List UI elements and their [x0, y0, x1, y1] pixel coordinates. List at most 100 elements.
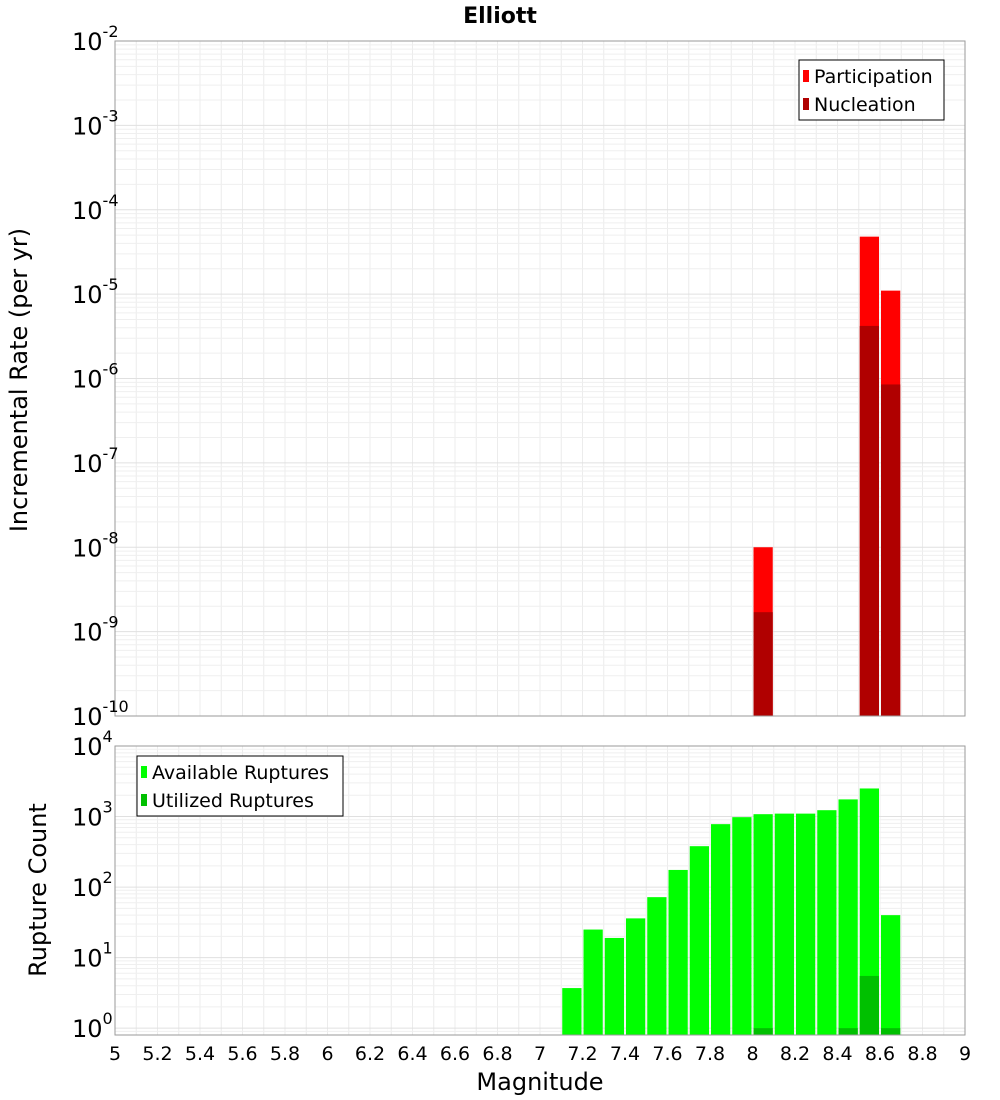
- bar-utilized-ruptures: [838, 1028, 858, 1035]
- bar-available-ruptures: [647, 897, 667, 1035]
- bottom-series-1: [753, 975, 901, 1035]
- x-tick-label: 8.2: [780, 1043, 810, 1065]
- x-tick-label: 7.4: [610, 1043, 640, 1065]
- y-tick-label: 103: [72, 798, 113, 832]
- legend-swatch: [803, 98, 809, 110]
- y-tick-exponent: -6: [103, 360, 119, 379]
- y-tick-label: 10-7: [72, 444, 119, 478]
- y-tick-label: 10-3: [72, 106, 119, 140]
- bottom-plot-frame: [114, 745, 966, 1036]
- x-tick-label: 9: [959, 1043, 971, 1065]
- bar-available-ruptures: [668, 869, 688, 1035]
- y-tick-exponent: -7: [103, 444, 119, 463]
- y-tick-base: 10: [72, 1015, 103, 1043]
- y-tick-exponent: 1: [103, 939, 113, 958]
- bar-available-ruptures: [711, 824, 731, 1035]
- y-tick-label: 102: [72, 868, 113, 902]
- legend-swatch: [803, 70, 809, 82]
- x-tick-label: 8: [746, 1043, 758, 1065]
- y-tick-base: 10: [72, 703, 103, 731]
- x-ticks: 5 5.2 5.4 5.6 5.8 6 6.2 6.4 6.6 6.8 7 7.2 7.4 7.6 7.8 8…: [109, 1043, 971, 1065]
- x-tick-label: 6.4: [397, 1043, 427, 1065]
- x-tick-label: 5.2: [142, 1043, 172, 1065]
- top-panel: 10-1010-910-810-710-610-510-410-310-2Par…: [72, 22, 966, 731]
- x-tick-label: 6.6: [440, 1043, 470, 1065]
- x-tick-label: 8.6: [865, 1043, 895, 1065]
- x-tick-label: 8.8: [907, 1043, 937, 1065]
- x-tick-label: 5.4: [185, 1043, 215, 1065]
- top-series-1: [753, 325, 901, 716]
- bar-available-ruptures: [562, 988, 582, 1035]
- y-tick-base: 10: [72, 366, 103, 394]
- x-tick-label: 8.4: [822, 1043, 852, 1065]
- x-tick-label: 7.6: [652, 1043, 682, 1065]
- bottom-y-axis-label: Rupture Count: [24, 803, 52, 977]
- y-tick-base: 10: [72, 945, 103, 973]
- bar-available-ruptures: [753, 814, 773, 1035]
- y-tick-exponent: -8: [103, 528, 119, 547]
- y-tick-base: 10: [72, 733, 103, 761]
- y-tick-exponent: 0: [103, 1009, 113, 1028]
- y-tick-exponent: -9: [103, 613, 119, 632]
- x-tick-label: 6.2: [355, 1043, 385, 1065]
- chart-title: Elliott: [463, 4, 537, 29]
- y-tick-base: 10: [72, 197, 103, 225]
- legend-label: Utilized Ruptures: [152, 790, 314, 812]
- x-tick-label: 7.2: [567, 1043, 597, 1065]
- x-tick-label: 5.8: [270, 1043, 300, 1065]
- x-axis-label: Magnitude: [476, 1068, 603, 1096]
- y-tick-exponent: 4: [103, 727, 113, 746]
- y-tick-label: 10-8: [72, 528, 119, 562]
- bar-available-ruptures: [583, 929, 603, 1035]
- y-tick-base: 10: [72, 112, 103, 140]
- x-tick-label: 6.8: [482, 1043, 512, 1065]
- bar-available-ruptures: [689, 846, 709, 1035]
- y-tick-exponent: -3: [103, 106, 119, 125]
- bar-utilized-ruptures: [753, 1028, 773, 1035]
- y-tick-exponent: 2: [103, 868, 113, 887]
- bar-available-ruptures: [881, 915, 901, 1035]
- bottom-legend: Available Ruptures Utilized Ruptures: [136, 755, 344, 817]
- bar-nucleation: [881, 384, 901, 716]
- x-tick-label: 5.6: [227, 1043, 257, 1065]
- y-tick-exponent: -4: [103, 191, 119, 210]
- y-tick-label: 101: [72, 939, 113, 973]
- bar-available-ruptures: [796, 813, 816, 1035]
- bar-available-ruptures: [626, 918, 646, 1035]
- y-tick-exponent: -5: [103, 275, 119, 294]
- y-tick-label: 104: [72, 727, 113, 761]
- bar-available-ruptures: [838, 799, 858, 1035]
- bar-available-ruptures: [859, 788, 879, 1035]
- y-tick-base: 10: [72, 804, 103, 832]
- top-plot-frame: [114, 40, 966, 717]
- bottom-series-0: [562, 788, 901, 1035]
- y-tick-label: 10-10: [72, 697, 129, 731]
- bar-nucleation: [859, 325, 879, 716]
- y-tick-base: 10: [72, 281, 103, 309]
- legend-swatch: [141, 766, 147, 778]
- x-tick-label: 7.8: [695, 1043, 725, 1065]
- top-grid: [114, 41, 966, 717]
- y-tick-exponent: -10: [103, 697, 129, 716]
- bar-utilized-ruptures: [881, 1028, 901, 1035]
- y-tick-label: 100: [72, 1009, 113, 1043]
- bar-available-ruptures: [732, 817, 752, 1035]
- legend-label: Nucleation: [814, 94, 916, 116]
- legend-label: Available Ruptures: [152, 762, 329, 784]
- y-tick-label: 10-4: [72, 191, 119, 225]
- legend-box: [798, 59, 945, 121]
- bar-nucleation: [753, 612, 773, 716]
- legend-swatch: [141, 794, 147, 806]
- x-tick-label: 7: [534, 1043, 546, 1065]
- y-tick-base: 10: [72, 874, 103, 902]
- bar-available-ruptures: [817, 810, 837, 1035]
- bar-available-ruptures: [774, 813, 794, 1035]
- y-tick-label: 10-6: [72, 360, 119, 394]
- y-tick-base: 10: [72, 534, 103, 562]
- y-tick-label: 10-2: [72, 22, 119, 56]
- legend-box: [136, 755, 344, 817]
- y-tick-label: 10-9: [72, 613, 119, 647]
